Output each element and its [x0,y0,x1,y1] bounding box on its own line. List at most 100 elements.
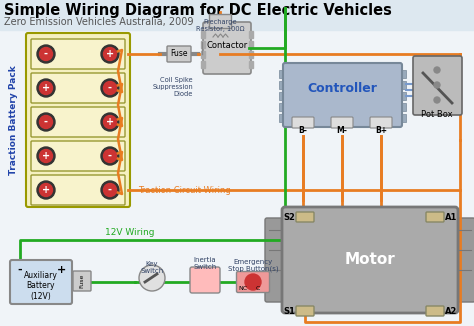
FancyBboxPatch shape [296,306,314,316]
Circle shape [103,150,117,162]
Bar [279,114,285,122]
Circle shape [434,82,440,88]
Text: +: + [57,265,67,275]
Text: NC: NC [238,286,247,291]
Circle shape [39,150,53,162]
Text: +: + [106,117,114,127]
FancyBboxPatch shape [190,267,220,293]
Text: +: + [106,49,114,59]
FancyBboxPatch shape [167,46,191,62]
Circle shape [434,67,440,73]
FancyBboxPatch shape [426,306,444,316]
Text: B-: B- [299,126,308,135]
Text: Auxiliary
Battery
(12V): Auxiliary Battery (12V) [24,271,58,301]
Text: Inertia
Switch: Inertia Switch [193,257,217,270]
FancyBboxPatch shape [426,212,444,222]
Text: +: + [42,185,50,195]
Bar [201,41,205,48]
FancyBboxPatch shape [31,107,125,137]
Circle shape [39,115,53,128]
Text: +: + [42,83,50,93]
Text: A2: A2 [445,306,457,316]
Bar [279,92,285,100]
Bar [400,103,406,111]
Text: S2: S2 [283,213,295,221]
Text: Traction Battery Pack: Traction Battery Pack [9,65,18,175]
Text: Key
Switch: Key Switch [140,261,164,274]
FancyBboxPatch shape [370,117,392,128]
FancyBboxPatch shape [282,207,458,313]
Circle shape [245,274,261,290]
Circle shape [101,181,119,199]
Text: Precharge
Resistor, 100Ω: Precharge Resistor, 100Ω [196,19,244,32]
Circle shape [103,184,117,197]
FancyBboxPatch shape [292,117,314,128]
Text: Coil Spike
Suppression
Diode: Coil Spike Suppression Diode [152,77,193,97]
Bar [279,81,285,89]
Text: Zero Emission Vehicles Australia, 2009: Zero Emission Vehicles Australia, 2009 [4,17,193,27]
Circle shape [103,82,117,95]
FancyBboxPatch shape [237,272,270,292]
FancyBboxPatch shape [31,141,125,171]
Text: S1: S1 [283,306,295,316]
Text: Controller: Controller [307,82,377,96]
FancyBboxPatch shape [10,260,72,304]
Text: M-: M- [337,126,347,135]
FancyBboxPatch shape [453,218,474,302]
FancyBboxPatch shape [31,39,125,69]
Text: B+: B+ [375,126,387,135]
Circle shape [101,113,119,131]
Text: Fuse: Fuse [170,50,188,58]
Bar [201,31,205,38]
FancyBboxPatch shape [265,218,287,302]
Circle shape [39,48,53,61]
Text: Simple Wiring Diagram for DC Electric Vehicles: Simple Wiring Diagram for DC Electric Ve… [4,3,392,18]
Circle shape [103,115,117,128]
FancyBboxPatch shape [283,63,402,127]
FancyBboxPatch shape [203,22,251,74]
Text: -: - [108,185,112,195]
Circle shape [101,79,119,97]
Bar [249,31,253,38]
Text: Pot Box: Pot Box [421,110,453,119]
Circle shape [101,147,119,165]
Circle shape [139,265,165,291]
FancyBboxPatch shape [73,271,91,291]
Bar [249,41,253,48]
Circle shape [39,82,53,95]
Text: -: - [44,49,48,59]
Circle shape [37,147,55,165]
Text: Motor: Motor [345,253,395,268]
Text: -: - [108,151,112,161]
Text: Emergency
Stop Button(s): Emergency Stop Button(s) [228,259,278,273]
Text: A1: A1 [445,213,457,221]
Text: -: - [18,265,22,275]
Bar [201,61,205,68]
Bar [249,61,253,68]
Text: -: - [108,83,112,93]
Circle shape [37,45,55,63]
Bar [279,70,285,78]
Text: 12V Wiring: 12V Wiring [105,228,155,237]
FancyBboxPatch shape [26,33,130,207]
Bar [400,114,406,122]
Bar [279,103,285,111]
Circle shape [101,45,119,63]
Text: -: - [44,117,48,127]
Bar [400,70,406,78]
Text: C: C [256,286,260,291]
FancyBboxPatch shape [413,56,462,115]
Text: Fuse: Fuse [80,274,84,288]
FancyBboxPatch shape [296,212,314,222]
Bar [400,92,406,100]
Bar [249,51,253,58]
FancyBboxPatch shape [31,73,125,103]
FancyBboxPatch shape [209,14,231,28]
Text: Contactor: Contactor [206,41,247,51]
Circle shape [103,48,117,61]
Circle shape [37,181,55,199]
Bar [201,51,205,58]
Circle shape [37,113,55,131]
FancyBboxPatch shape [331,117,353,128]
Text: +: + [42,151,50,161]
